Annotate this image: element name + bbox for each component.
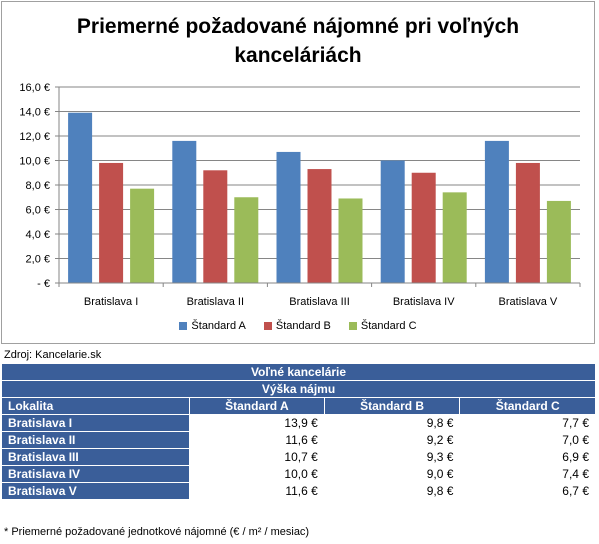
chart-frame: Priemerné požadované nájomné pri voľných… xyxy=(1,1,595,344)
cell-standard-b: 9,8 € xyxy=(323,482,461,500)
y-tick-label: 14,0 € xyxy=(19,107,50,119)
bar xyxy=(130,188,155,283)
legend-item: Štandard A xyxy=(179,320,246,332)
bar xyxy=(442,192,467,283)
table-header-row: Lokalita Štandard A Štandard B Štandard … xyxy=(1,397,596,415)
legend-item: Štandard B xyxy=(263,320,331,332)
bar xyxy=(234,197,259,283)
table-row: Bratislava V 11,6 € 9,8 € 6,7 € xyxy=(1,482,596,500)
y-tick-label: 6,0 € xyxy=(26,205,50,217)
row-location: Bratislava II xyxy=(1,431,190,449)
bar xyxy=(276,151,301,283)
cell-standard-c: 7,0 € xyxy=(459,431,596,449)
y-tick-label: - € xyxy=(37,278,50,290)
footnote: * Priemerné požadované jednotkové nájomn… xyxy=(4,526,310,538)
cell-standard-a: 11,6 € xyxy=(189,431,325,449)
chart-title: Priemerné požadované nájomné pri voľných… xyxy=(2,12,594,70)
bar xyxy=(546,200,571,283)
table-band-subtitle: Výška nájmu xyxy=(1,380,596,398)
table-row: Bratislava II 11,6 € 9,2 € 7,0 € xyxy=(1,431,596,449)
rent-table: Voľné kancelárie Výška nájmu Lokalita Št… xyxy=(1,363,596,500)
cell-standard-a: 13,9 € xyxy=(189,414,325,432)
chart-title-line-2: kanceláriách xyxy=(234,44,362,67)
legend-label: Štandard B xyxy=(275,320,331,332)
header-standard-a: Štandard A xyxy=(189,397,325,415)
header-lokalita: Lokalita xyxy=(1,397,190,415)
y-tick-label: 16,0 € xyxy=(19,82,50,94)
legend-item: Štandard C xyxy=(348,320,417,332)
bar-chart: - € 2,0 € 4,0 € 6,0 € 8,0 € 10,0 € 12,0 € 14,0 … xyxy=(19,82,581,308)
legend-swatch xyxy=(179,322,188,330)
bar xyxy=(99,162,124,283)
table-row: Bratislava IV 10,0 € 9,0 € 7,4 € xyxy=(1,465,596,483)
table-band-title: Voľné kancelárie xyxy=(1,363,596,381)
bar xyxy=(68,112,93,283)
chart-legend: Štandard A Štandard B Štandard C xyxy=(2,320,594,332)
legend-label: Štandard A xyxy=(191,320,246,332)
bar xyxy=(411,172,436,283)
legend-swatch xyxy=(263,322,272,330)
y-tick-label: 10,0 € xyxy=(19,156,50,168)
cell-standard-c: 6,7 € xyxy=(459,482,596,500)
table-row: Bratislava I 13,9 € 9,8 € 7,7 € xyxy=(1,414,596,432)
row-location: Bratislava I xyxy=(1,414,190,432)
y-tick-label: 2,0 € xyxy=(26,254,50,266)
bar xyxy=(203,170,228,283)
x-tick-label: Bratislava V xyxy=(499,296,558,308)
cell-standard-b: 9,3 € xyxy=(323,448,461,466)
row-location: Bratislava III xyxy=(1,448,190,466)
legend-label: Štandard C xyxy=(360,320,417,332)
table-band-row-2: Výška nájmu xyxy=(1,380,596,398)
row-location: Bratislava V xyxy=(1,482,190,500)
cell-standard-a: 10,0 € xyxy=(189,465,325,483)
chart-title-line-1: Priemerné požadované nájomné pri voľných xyxy=(76,15,520,38)
bar xyxy=(515,162,540,283)
y-tick-label: 4,0 € xyxy=(26,229,50,241)
y-tick-label: 8,0 € xyxy=(26,180,50,192)
y-tick-label: 12,0 € xyxy=(19,131,50,143)
bar xyxy=(307,169,332,283)
cell-standard-c: 6,9 € xyxy=(459,448,596,466)
bar xyxy=(380,160,405,283)
header-standard-b: Štandard B xyxy=(323,397,461,415)
legend-swatch xyxy=(348,322,357,330)
table-band-row-1: Voľné kancelárie xyxy=(1,363,596,381)
cell-standard-a: 10,7 € xyxy=(189,448,325,466)
cell-standard-c: 7,7 € xyxy=(459,414,596,432)
header-standard-c: Štandard C xyxy=(459,397,596,415)
source-note: Zdroj: Kancelarie.sk xyxy=(4,349,102,361)
table-row: Bratislava III 10,7 € 9,3 € 6,9 € xyxy=(1,448,596,466)
bar xyxy=(484,140,509,283)
bar xyxy=(172,140,197,283)
x-tick-label: Bratislava IV xyxy=(393,296,455,308)
cell-standard-b: 9,2 € xyxy=(323,431,461,449)
x-tick-label: Bratislava I xyxy=(84,296,138,308)
bar xyxy=(338,198,363,283)
row-location: Bratislava IV xyxy=(1,465,190,483)
cell-standard-b: 9,0 € xyxy=(323,465,461,483)
cell-standard-c: 7,4 € xyxy=(459,465,596,483)
x-tick-label: Bratislava II xyxy=(187,296,244,308)
cell-standard-a: 11,6 € xyxy=(189,482,325,500)
x-tick-label: Bratislava III xyxy=(289,296,350,308)
cell-standard-b: 9,8 € xyxy=(323,414,461,432)
